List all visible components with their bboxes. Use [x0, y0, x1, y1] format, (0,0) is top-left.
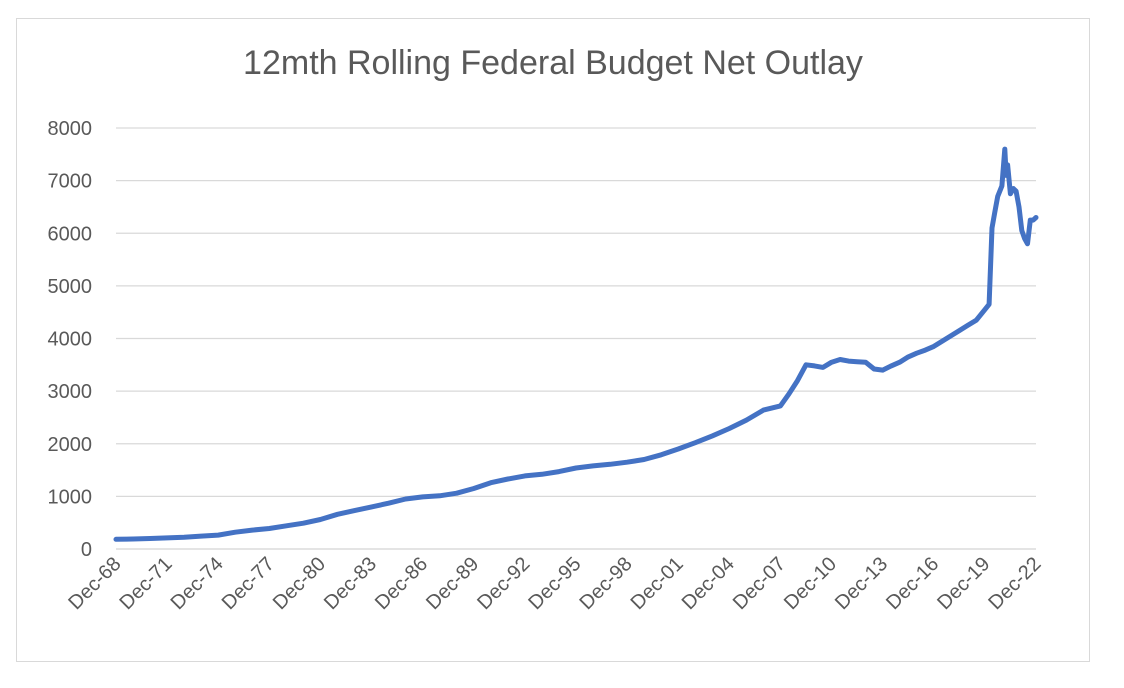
x-tick-label: Dec-07	[729, 553, 790, 614]
x-tick-label: Dec-68	[64, 553, 125, 614]
x-tick-label: Dec-83	[320, 553, 381, 614]
chart-title: 12mth Rolling Federal Budget Net Outlay	[243, 44, 863, 82]
x-tick-label: Dec-71	[115, 553, 176, 614]
y-tick-label: 6000	[48, 223, 93, 245]
x-tick-label: Dec-86	[371, 553, 432, 614]
y-tick-label: 0	[81, 539, 92, 561]
x-tick-label: Dec-22	[984, 553, 1045, 614]
x-tick-label: Dec-04	[678, 553, 739, 614]
x-tick-label: Dec-89	[422, 553, 483, 614]
x-tick-label: Dec-77	[218, 553, 279, 614]
x-tick-label: Dec-10	[780, 553, 841, 614]
y-tick-label: 1000	[48, 486, 93, 508]
x-tick-label: Dec-98	[575, 553, 636, 614]
chart-frame	[16, 18, 1090, 662]
y-tick-label: 3000	[48, 381, 93, 403]
y-tick-label: 2000	[48, 434, 93, 456]
series-line	[113, 146, 1039, 542]
y-tick-label: 7000	[48, 171, 93, 193]
y-tick-label: 5000	[48, 276, 93, 298]
y-tick-label: 8000	[48, 118, 93, 140]
x-tick-label: Dec-74	[167, 553, 228, 614]
x-tick-label: Dec-92	[473, 553, 534, 614]
x-tick-label: Dec-01	[627, 553, 688, 614]
x-tick-label: Dec-80	[269, 553, 330, 614]
y-tick-label: 4000	[48, 329, 93, 351]
x-tick-label: Dec-19	[933, 553, 994, 614]
x-tick-label: Dec-95	[524, 553, 585, 614]
x-tick-label: Dec-13	[831, 553, 892, 614]
x-tick-label: Dec-16	[882, 553, 943, 614]
